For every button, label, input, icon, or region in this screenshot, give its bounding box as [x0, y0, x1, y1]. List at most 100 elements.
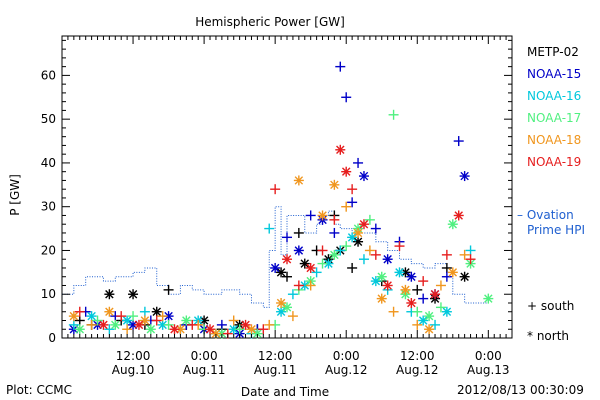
data-point	[418, 293, 429, 304]
data-point	[341, 166, 352, 177]
data-point	[293, 245, 304, 256]
marker-stroke	[306, 263, 315, 273]
marker-stroke	[122, 316, 132, 325]
marker-stroke	[330, 180, 339, 190]
data-point	[74, 306, 85, 317]
data-point	[400, 284, 411, 295]
y-axis-label: P [GW]	[8, 174, 22, 216]
data-point	[293, 175, 304, 186]
data-point	[210, 328, 221, 339]
data-point	[128, 289, 139, 300]
marker-stroke	[182, 316, 191, 325]
marker-stroke	[336, 145, 345, 155]
marker-stroke	[424, 311, 434, 321]
series-noaa-18	[68, 175, 470, 339]
data-point	[68, 311, 79, 322]
marker-stroke	[300, 259, 310, 268]
data-point	[412, 319, 423, 330]
marker-stroke	[407, 298, 416, 308]
data-point	[74, 324, 85, 335]
data-point	[151, 315, 162, 326]
data-point	[317, 245, 328, 256]
data-point	[370, 276, 381, 287]
data-point	[441, 271, 452, 282]
data-point	[264, 223, 275, 234]
x-axis-label: Date and Time	[241, 385, 329, 399]
marker-stroke	[164, 311, 173, 321]
marker-stroke	[170, 325, 179, 334]
data-point	[293, 227, 304, 238]
plot-area	[61, 35, 513, 339]
marker-stroke	[247, 325, 256, 334]
data-point	[311, 267, 322, 278]
data-point	[453, 136, 464, 147]
marker-stroke	[294, 176, 304, 185]
marker-stroke	[282, 303, 292, 312]
marker-stroke	[377, 272, 386, 281]
data-point	[412, 284, 423, 295]
data-point	[270, 184, 281, 195]
marker-stroke	[383, 254, 392, 264]
data-point	[187, 319, 198, 330]
series-noaa-19	[74, 144, 476, 339]
data-point	[228, 324, 239, 335]
data-point	[282, 302, 292, 313]
marker-stroke	[448, 219, 458, 229]
data-point	[205, 324, 216, 335]
x-tick-time: 12:00	[400, 349, 435, 363]
data-point	[287, 311, 298, 322]
marker-stroke	[353, 237, 363, 246]
marker-stroke	[75, 325, 85, 334]
x-tick-time: 0:00	[475, 349, 502, 363]
data-point	[145, 324, 156, 335]
data-point	[382, 254, 393, 265]
x-tick-date: Aug.12	[325, 363, 368, 377]
y-tick-label: 10	[41, 287, 56, 301]
data-point	[181, 315, 192, 326]
data-point	[465, 254, 476, 265]
data-point	[299, 258, 310, 269]
marker-stroke	[158, 320, 167, 330]
data-point	[388, 109, 399, 120]
data-point	[305, 210, 316, 221]
marker-stroke	[105, 307, 114, 316]
data-point	[353, 236, 364, 247]
marker-stroke	[448, 268, 458, 277]
data-point	[347, 262, 358, 273]
data-point	[347, 197, 358, 208]
marker-stroke	[371, 276, 381, 286]
marker-stroke	[205, 325, 215, 334]
data-point	[317, 258, 328, 269]
footer-plot-source: Plot: CCMC	[6, 383, 72, 397]
data-point	[347, 184, 358, 195]
data-point	[388, 306, 399, 317]
marker-stroke	[99, 320, 108, 330]
legend-symbol: + south	[527, 299, 574, 313]
data-point	[335, 61, 346, 72]
x-axis: 12:00Aug.100:00Aug.1112:00Aug.110:00Aug.…	[67, 36, 513, 377]
legend: METP-02 NOAA-15 NOAA-16 NOAA-17 NOAA-18 NOAA-…	[517, 45, 585, 343]
data-point	[104, 306, 115, 317]
data-point	[459, 249, 470, 260]
marker-stroke	[69, 311, 79, 321]
data-point	[418, 315, 429, 326]
marker-stroke	[282, 254, 292, 264]
marker-stroke	[300, 281, 310, 290]
data-point	[370, 249, 381, 260]
marker-stroke	[418, 316, 428, 325]
data-point	[430, 319, 441, 330]
x-tick-date: Aug.12	[396, 363, 439, 377]
data-point	[376, 293, 387, 304]
data-point	[104, 324, 115, 335]
marker-stroke	[401, 285, 410, 295]
data-point	[139, 315, 150, 326]
marker-stroke	[460, 171, 469, 181]
marker-stroke	[359, 219, 369, 229]
data-point	[447, 267, 458, 278]
data-point	[341, 92, 352, 103]
data-point	[98, 319, 109, 330]
data-point	[329, 179, 340, 190]
legend-ovation-2: Prime HPI	[527, 223, 585, 237]
data-point	[92, 315, 103, 326]
